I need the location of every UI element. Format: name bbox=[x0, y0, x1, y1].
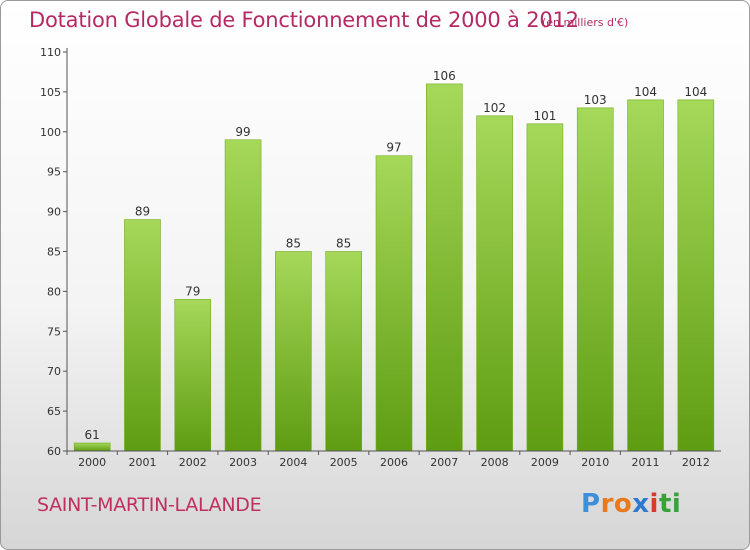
bar-2007 bbox=[426, 83, 463, 452]
logo-letter: x bbox=[632, 489, 650, 519]
x-tick-label-2003: 2003 bbox=[229, 456, 257, 469]
bars-group: 61 89 79 99 85 85 97 106 102 101 103 104 104 bbox=[73, 69, 715, 452]
value-label-2009: 101 bbox=[533, 109, 556, 123]
bar-2005 bbox=[325, 251, 362, 452]
y-tick-label-95: 95 bbox=[47, 166, 61, 179]
proxiti-logo: Proxiti bbox=[581, 489, 681, 519]
y-tick-label-105: 105 bbox=[40, 86, 61, 99]
logo-letter: o bbox=[613, 489, 633, 519]
x-tick-label-2009: 2009 bbox=[531, 456, 559, 469]
value-label-2002: 79 bbox=[185, 284, 200, 298]
x-tick-label-2001: 2001 bbox=[128, 456, 156, 469]
bar-2006 bbox=[375, 155, 413, 452]
bar-2008 bbox=[476, 115, 513, 452]
value-label-2008: 102 bbox=[483, 101, 506, 115]
bar-2003 bbox=[224, 139, 262, 452]
y-tick-label-85: 85 bbox=[47, 246, 61, 259]
x-tick-label-2007: 2007 bbox=[430, 456, 458, 469]
x-tick-label-2006: 2006 bbox=[380, 456, 408, 469]
x-tick-label-2012: 2012 bbox=[682, 456, 710, 469]
y-tick-label-75: 75 bbox=[47, 325, 61, 338]
value-label-2001: 89 bbox=[135, 205, 150, 219]
bar-2000 bbox=[73, 442, 111, 452]
value-label-2004: 85 bbox=[286, 237, 301, 251]
bar-2001 bbox=[124, 219, 161, 452]
x-tick-label-2011: 2011 bbox=[632, 456, 660, 469]
bar-2002 bbox=[174, 299, 212, 452]
value-label-2000: 61 bbox=[85, 428, 100, 442]
y-tick-label-70: 70 bbox=[47, 365, 61, 378]
y-tick-label-100: 100 bbox=[40, 126, 61, 139]
y-tick-label-65: 65 bbox=[47, 405, 61, 418]
value-label-2005: 85 bbox=[336, 237, 351, 251]
chart-subtitle: (en milliers d'€) bbox=[542, 16, 629, 29]
x-tick-label-2008: 2008 bbox=[481, 456, 509, 469]
logo-letter: i bbox=[649, 489, 659, 519]
bar-2004 bbox=[275, 251, 312, 452]
value-label-2006: 97 bbox=[386, 141, 401, 155]
value-label-2012: 104 bbox=[684, 85, 707, 99]
logo-letter: t bbox=[658, 489, 672, 519]
bar-2011 bbox=[627, 99, 664, 452]
value-label-2007: 106 bbox=[433, 69, 456, 83]
x-tick-label-2010: 2010 bbox=[581, 456, 609, 469]
y-tick-label-110: 110 bbox=[40, 46, 61, 59]
chart-title: Dotation Globale de Fonctionnement de 20… bbox=[29, 8, 579, 32]
logo-letter: i bbox=[671, 489, 682, 519]
x-tick-label-2004: 2004 bbox=[279, 456, 307, 469]
logo-letter: P bbox=[581, 489, 601, 519]
bar-2012 bbox=[677, 99, 715, 452]
value-label-2011: 104 bbox=[634, 85, 657, 99]
x-tick-label-2000: 2000 bbox=[78, 456, 106, 469]
commune-name: SAINT-MARTIN-LALANDE bbox=[37, 494, 262, 516]
y-tick-label-90: 90 bbox=[47, 206, 61, 219]
logo-letter: r bbox=[600, 489, 614, 519]
x-tick-label-2002: 2002 bbox=[179, 456, 207, 469]
axes-group: 2000 2001 2002 2003 2004 2005 2006 2007 2008 2009… bbox=[40, 46, 721, 469]
x-tick-label-2005: 2005 bbox=[330, 456, 358, 469]
value-label-2003: 99 bbox=[235, 125, 250, 139]
y-tick-label-80: 80 bbox=[47, 285, 61, 298]
y-tick-label-60: 60 bbox=[47, 445, 61, 458]
bar-2010 bbox=[576, 107, 614, 452]
value-label-2010: 103 bbox=[584, 93, 607, 107]
bar-2009 bbox=[526, 123, 564, 452]
